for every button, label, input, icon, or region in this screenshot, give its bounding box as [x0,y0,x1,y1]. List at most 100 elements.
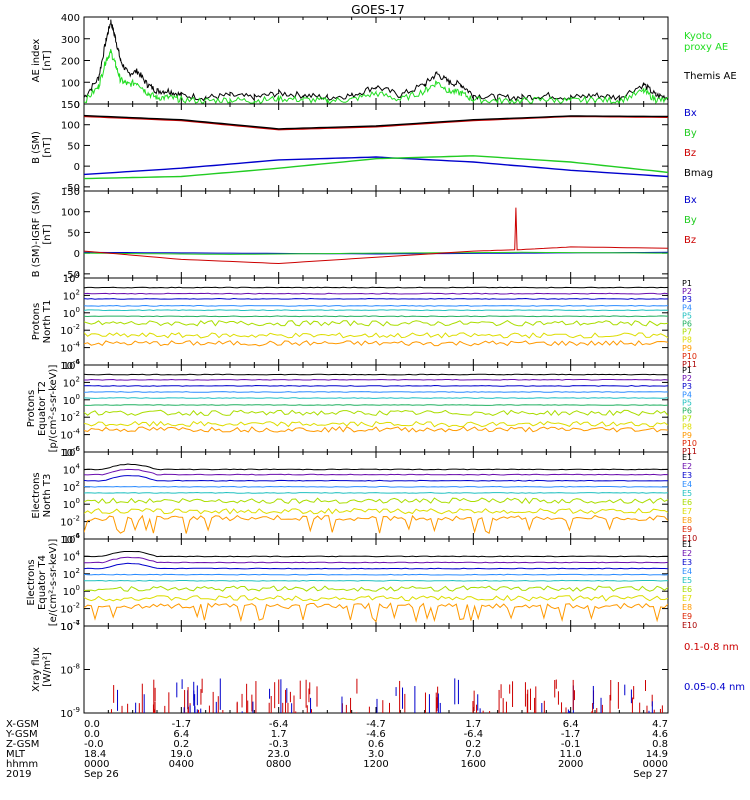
y-tick-exp: -7 [73,619,80,627]
y-tick-base: 10 [60,605,73,616]
y-tick-label: 106 [63,532,81,546]
y-tick-exp: 0 [76,393,80,401]
y-axis-label-line: [W/m²] [42,652,53,687]
legend-entry: P1 [682,279,692,288]
series-line [84,207,668,265]
y-tick-label: 100 [63,497,80,511]
footer-value: 23.0 [268,749,290,760]
series-line [84,320,668,327]
footer-value: 4.7 [652,719,668,730]
footer-value: 19.0 [170,749,192,760]
y-tick-base: 10 [63,378,76,389]
legend: Kyoto proxy AE Themis AE [683,31,737,82]
footer-value: 4.6 [652,729,668,740]
series-line [84,409,668,417]
series-line [84,585,668,592]
series-line [84,115,668,131]
y-tick-exp: 0 [76,497,80,505]
y-tick-base: 10 [63,465,76,476]
y-tick-base: 10 [63,361,76,372]
legend-entry: Bmag [684,168,713,179]
legend-entry: E4 [682,567,692,576]
y-tick-label: 100 [63,306,80,320]
y-axis-label-line: [e/(cm²-s-sr-keV)] [48,539,59,627]
footer-value: 1.7 [271,729,287,740]
y-tick-base: 10 [63,483,76,494]
series-line [84,397,668,399]
y-tick-exp: -4 [73,428,81,436]
series-line [84,19,668,102]
y-tick-label: 104 [63,462,81,476]
footer-value: 0.8 [652,739,668,750]
y-tick-label: 10-4 [60,532,80,546]
y-axis-label: B (SM)-IGRF (SM)[nT] [31,192,53,278]
panel-frame [83,538,669,627]
series-line [84,468,668,476]
footer-value: -4.7 [366,719,386,730]
legend-entry: By [684,215,697,226]
y-axis-label: ElectronsNorth T3 [31,472,53,518]
y-tick-label: 10-7 [60,619,80,633]
legend-entry: Themis AE [683,71,737,82]
y-axis-label-line: Equator T2 [37,381,48,436]
y-axis-label: ElectronsEquator T4[e/(cm²-s-sr-keV)] [26,539,59,627]
footer-value: 6.4 [173,729,189,740]
legend-entry: P9 [682,431,692,440]
legend-entry: P9 [682,344,692,353]
y-tick-base: 10 [60,622,73,633]
y-tick-exp: -2 [73,323,80,331]
y-tick-exp: 2 [76,567,80,575]
y-axis-label: ProtonsNorth T1 [31,300,53,344]
legend-entry: P8 [682,336,692,345]
legend-entry: P6 [682,320,692,329]
footer-value: 11.0 [560,749,582,760]
series-line [84,550,668,558]
footer-value: 0000 [84,759,109,770]
legend-entry: E3 [682,558,692,567]
footer-value: 0.0 [84,719,100,730]
panel-frame [83,451,669,540]
footer-row-label: Y-GSM [5,729,38,740]
y-tick-exp: 4 [76,462,81,470]
y-tick-exp: -6 [73,358,81,366]
series-line [84,594,668,602]
series-line [84,286,668,289]
y-axis-label-line: Equator T4 [37,555,48,610]
y-axis-label: Xray flux[W/m²] [31,647,53,692]
footer-year: 2019 [6,769,31,780]
y-axis-label: ProtonsEquator T2[p/(cm²-s-sr-keV)] [26,365,59,453]
y-axis-label-line: Electrons [26,559,37,605]
footer-row-label: X-GSM [6,719,39,730]
legend-entry: P10 [682,439,697,448]
footer-value: 14.9 [646,749,668,760]
y-axis-label-line: [nT] [42,137,53,157]
legend-entry: E10 [682,621,697,630]
data-group [84,19,668,104]
legend-entry: E5 [682,489,692,498]
data-group [84,114,668,180]
y-tick-exp: 4 [76,358,81,366]
y-tick-label: 100 [61,208,80,219]
y-tick-label: 10-8 [60,663,80,677]
y-tick-exp: -2 [73,515,80,523]
legend: Bx By Bz Bmag [684,108,713,179]
series-line [84,507,668,515]
series-line [84,384,668,387]
series-line [84,304,668,307]
legend-entry: 0.05-0.4 nm [684,682,745,693]
series-line [84,579,668,582]
y-tick-label: 104 [63,549,81,563]
panel-frame [83,364,669,453]
y-axis-label-line: Protons [31,303,42,340]
y-tick-base: 10 [60,666,73,677]
y-tick-label: 0 [74,249,80,260]
legend-entry: E1 [682,540,692,549]
y-axis-label-line: B (SM) [31,131,42,164]
series-line [84,391,668,393]
legend-entry: P4 [682,390,692,399]
y-tick-exp: 6 [76,445,81,453]
legend-entry: Bz [684,235,696,246]
